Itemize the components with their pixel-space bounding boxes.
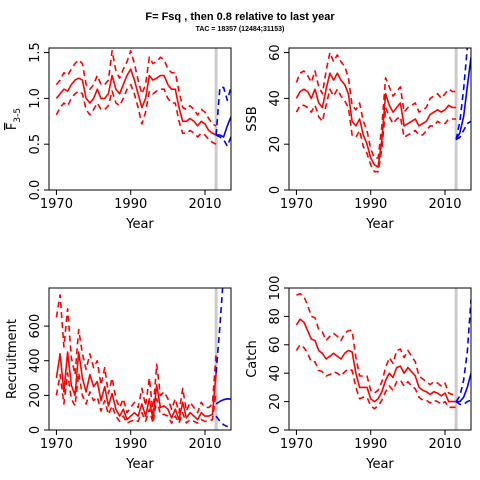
history-lower-bound-line xyxy=(55,372,217,424)
y-tick-label: 40 xyxy=(268,365,283,382)
projection-median-line xyxy=(455,57,471,140)
y-axis-label: SSB xyxy=(245,106,260,131)
y-axis-label: Recruitment xyxy=(5,319,20,399)
x-tick-label: 2010 xyxy=(428,197,461,212)
panel-ssb: 1970 1990 2010 Year 0 20 40 60 SSB xyxy=(245,44,472,232)
y-tick-label: 0.0 xyxy=(28,180,43,201)
x-tick-label: 1990 xyxy=(114,437,147,452)
history-lower-bound-line xyxy=(295,343,457,410)
plot-frame xyxy=(48,287,232,431)
projection-upper-bound-line xyxy=(215,86,231,136)
y-tick-label: 40 xyxy=(268,90,283,107)
y-tick-label: 80 xyxy=(268,308,283,325)
x-axis-label: Year xyxy=(125,457,154,472)
series-lines xyxy=(55,49,231,147)
series-lines xyxy=(295,292,471,410)
y-axis-label: F3-5 xyxy=(5,108,23,130)
x-axis-label: Year xyxy=(365,457,394,472)
history-median-line xyxy=(55,68,217,136)
history-upper-bound-line xyxy=(295,51,457,159)
series-lines xyxy=(295,48,471,173)
x-tick-label: 2010 xyxy=(188,197,221,212)
x-axis-label: Year xyxy=(365,217,394,232)
y-tick-label: 0 xyxy=(268,426,283,434)
x-tick-label: 1990 xyxy=(354,197,387,212)
projection-lower-bound-line xyxy=(455,399,471,406)
plot-frame xyxy=(288,287,472,431)
x-tick-label: 2010 xyxy=(188,437,221,452)
y-tick-label: 1.5 xyxy=(28,42,43,63)
history-upper-bound-line xyxy=(55,294,217,414)
y-tick-label: 0 xyxy=(28,426,43,434)
y-tick-label: 600 xyxy=(28,314,43,339)
panel-catch: 1970 1990 2010 Year 0 20 40 60 80 100 Catch xyxy=(245,276,472,472)
plot-frame xyxy=(288,47,472,191)
y-axis-label: Catch xyxy=(245,340,260,378)
y-tick-label: 100 xyxy=(268,276,283,301)
y-tick-label: 20 xyxy=(268,393,283,410)
y-axis-label-main: F xyxy=(5,123,20,130)
figure-title: F= Fsq , then 0.8 relative to last year xyxy=(145,11,335,23)
y-tick-label: 200 xyxy=(28,383,43,408)
projection-upper-bound-line xyxy=(215,288,224,373)
projection-upper-bound-line xyxy=(455,48,469,140)
history-median-line xyxy=(55,351,217,421)
projection-median-line xyxy=(216,116,231,138)
history-median-line xyxy=(295,318,457,403)
x-tick-label: 2010 xyxy=(428,437,461,452)
y-tick-label: 1.0 xyxy=(28,88,43,109)
history-upper-bound-line xyxy=(55,49,217,127)
x-tick-label: 1970 xyxy=(280,197,313,212)
projection-median-line xyxy=(456,372,471,403)
history-lower-bound-line xyxy=(55,83,217,145)
plot-frame xyxy=(48,47,232,191)
x-tick-label: 1970 xyxy=(40,437,73,452)
projection-upper-bound-line xyxy=(455,299,471,403)
projection-median-line xyxy=(215,397,231,405)
panel-recruitment: 1970 1990 2010 Year 0 200 400 600 Recruitment xyxy=(5,287,232,472)
x-tick-label: 1990 xyxy=(354,437,387,452)
x-axis-label: Year xyxy=(125,217,154,232)
x-tick-label: 1970 xyxy=(40,197,73,212)
y-tick-label: 0 xyxy=(268,186,283,194)
x-tick-label: 1970 xyxy=(280,437,313,452)
panels: 1970 1990 2010 Year 0.0 0.5 1.0 1.5 F3-5 1970 1990… xyxy=(5,42,472,472)
y-tick-label: 60 xyxy=(268,337,283,354)
projection-lower-bound-line xyxy=(455,120,471,141)
projection-lower-bound-line xyxy=(215,415,231,429)
projection-lower-bound-line xyxy=(215,134,231,147)
y-axis-label-subscript: 3-5 xyxy=(13,108,23,123)
y-tick-label: 400 xyxy=(28,348,43,373)
y-tick-label: 60 xyxy=(268,44,283,61)
series-lines xyxy=(55,288,231,429)
x-tick-label: 1990 xyxy=(114,197,147,212)
figure-subtitle: TAC = 18357 (12484;31153) xyxy=(196,26,285,33)
history-median-line xyxy=(295,72,457,168)
y-tick-label: 0.5 xyxy=(28,134,43,155)
panel-f: 1970 1990 2010 Year 0.0 0.5 1.0 1.5 F3-5 xyxy=(5,42,232,232)
history-upper-bound-line xyxy=(296,292,457,396)
history-lower-bound-line xyxy=(295,88,457,173)
y-tick-label: 20 xyxy=(268,136,283,153)
